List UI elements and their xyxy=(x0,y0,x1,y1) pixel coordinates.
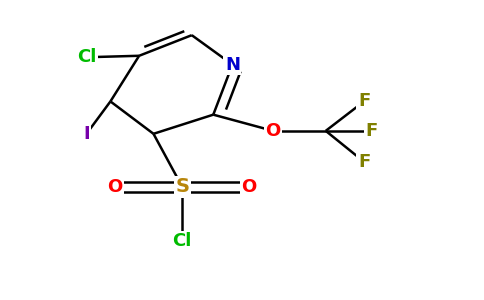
Text: Cl: Cl xyxy=(172,232,192,250)
Text: N: N xyxy=(225,56,240,74)
Text: O: O xyxy=(265,122,281,140)
Text: F: F xyxy=(358,153,370,171)
Text: F: F xyxy=(358,92,370,110)
Text: I: I xyxy=(83,125,90,143)
Text: S: S xyxy=(175,177,189,196)
Text: F: F xyxy=(365,122,378,140)
Text: O: O xyxy=(107,178,123,196)
Text: O: O xyxy=(242,178,257,196)
Text: Cl: Cl xyxy=(77,48,96,66)
